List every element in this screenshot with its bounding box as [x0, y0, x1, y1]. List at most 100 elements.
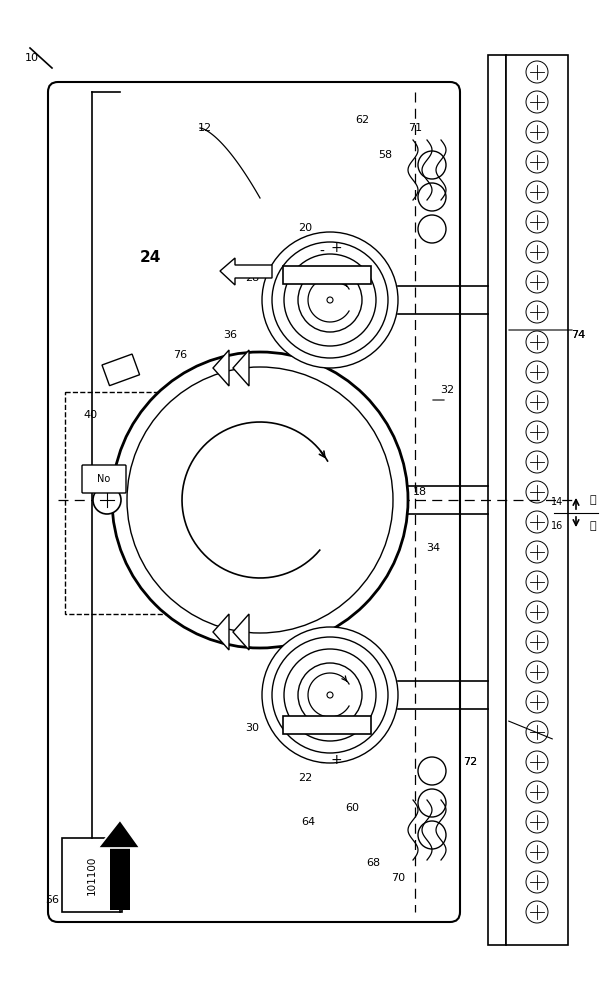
Circle shape — [112, 352, 408, 648]
Circle shape — [526, 151, 548, 173]
Bar — [283, 716, 371, 734]
Text: 62: 62 — [355, 115, 369, 125]
Circle shape — [272, 637, 388, 753]
Circle shape — [526, 841, 548, 863]
Circle shape — [526, 721, 548, 743]
Polygon shape — [98, 820, 140, 848]
Circle shape — [526, 871, 548, 893]
Circle shape — [298, 663, 362, 727]
Circle shape — [93, 486, 121, 514]
Bar — [102, 354, 140, 386]
Circle shape — [526, 601, 548, 623]
Text: 60: 60 — [345, 803, 359, 813]
Circle shape — [418, 215, 446, 243]
Text: 72: 72 — [463, 757, 477, 767]
Text: 30: 30 — [245, 723, 259, 733]
Text: 56: 56 — [45, 895, 59, 905]
Bar — [283, 266, 371, 284]
Polygon shape — [233, 350, 249, 386]
Text: +: + — [330, 241, 342, 255]
Text: 28: 28 — [245, 273, 259, 283]
Bar — [488, 55, 506, 945]
Text: 58: 58 — [378, 150, 392, 160]
Bar — [506, 55, 568, 945]
Circle shape — [284, 649, 376, 741]
Circle shape — [272, 242, 388, 358]
Circle shape — [526, 571, 548, 593]
Circle shape — [526, 391, 548, 413]
Circle shape — [526, 811, 548, 833]
Circle shape — [418, 151, 446, 179]
Text: 16: 16 — [551, 521, 563, 531]
Circle shape — [418, 757, 446, 785]
Circle shape — [327, 297, 333, 303]
Circle shape — [526, 901, 548, 923]
Text: 14: 14 — [551, 497, 563, 507]
Text: 71: 71 — [408, 123, 422, 133]
Text: 38: 38 — [225, 623, 239, 633]
Circle shape — [418, 183, 446, 211]
Circle shape — [284, 254, 376, 346]
Polygon shape — [213, 350, 229, 386]
Circle shape — [526, 121, 548, 143]
Text: 后: 后 — [590, 521, 597, 531]
Text: No: No — [97, 474, 111, 484]
Bar — [65, 392, 183, 614]
Circle shape — [526, 661, 548, 683]
Circle shape — [262, 627, 398, 763]
Circle shape — [526, 451, 548, 473]
Text: 74: 74 — [571, 330, 585, 340]
Circle shape — [526, 361, 548, 383]
Text: 68: 68 — [366, 858, 380, 868]
Circle shape — [526, 301, 548, 323]
Text: 76: 76 — [173, 350, 187, 360]
Text: -: - — [320, 757, 324, 771]
Text: 19: 19 — [386, 525, 400, 535]
Text: 72: 72 — [463, 757, 477, 767]
Text: 20: 20 — [298, 223, 312, 233]
Text: 42: 42 — [105, 367, 119, 377]
Circle shape — [526, 211, 548, 233]
Circle shape — [418, 789, 446, 817]
Text: 18: 18 — [413, 487, 427, 497]
Circle shape — [526, 691, 548, 713]
Text: 64: 64 — [301, 817, 315, 827]
Circle shape — [526, 421, 548, 443]
Circle shape — [526, 511, 548, 533]
Text: +: + — [330, 753, 342, 767]
Text: 44: 44 — [89, 477, 103, 487]
Text: 32: 32 — [440, 385, 454, 395]
Circle shape — [327, 692, 333, 698]
Text: 40: 40 — [83, 410, 97, 420]
FancyBboxPatch shape — [82, 465, 126, 493]
Text: 34: 34 — [426, 543, 440, 553]
Text: 70: 70 — [391, 873, 405, 883]
Text: 12: 12 — [198, 123, 212, 133]
Text: 前: 前 — [590, 495, 597, 505]
Text: 10: 10 — [25, 53, 39, 63]
Circle shape — [526, 481, 548, 503]
Circle shape — [127, 367, 393, 633]
Text: -: - — [320, 245, 324, 259]
Polygon shape — [233, 614, 249, 650]
Circle shape — [526, 241, 548, 263]
Polygon shape — [220, 258, 272, 285]
Circle shape — [526, 271, 548, 293]
Circle shape — [526, 331, 548, 353]
Circle shape — [418, 821, 446, 849]
Text: 78: 78 — [173, 608, 187, 618]
Circle shape — [298, 268, 362, 332]
Circle shape — [526, 631, 548, 653]
Text: 74: 74 — [571, 330, 585, 340]
Text: 36: 36 — [223, 330, 237, 340]
Text: 101100: 101100 — [87, 855, 97, 895]
Polygon shape — [213, 614, 229, 650]
Bar — [62, 838, 122, 912]
Circle shape — [526, 91, 548, 113]
Text: 24: 24 — [140, 250, 161, 265]
Circle shape — [526, 181, 548, 203]
Bar — [110, 848, 130, 910]
Circle shape — [262, 232, 398, 368]
Circle shape — [526, 541, 548, 563]
Circle shape — [526, 781, 548, 803]
